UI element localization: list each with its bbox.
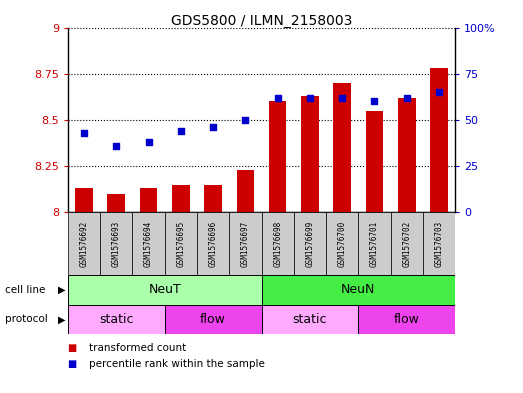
Point [305,95,314,101]
Bar [236,170,254,212]
Bar [229,212,262,275]
Text: flow: flow [394,313,419,326]
Bar [423,212,455,275]
Bar [172,184,190,212]
Text: ■: ■ [68,343,81,353]
Bar [269,101,287,212]
Point [241,117,249,123]
Text: static: static [99,313,133,326]
Text: GSM1576696: GSM1576696 [209,220,218,267]
Bar [68,305,165,334]
Bar [358,305,455,334]
Bar [68,275,262,305]
Text: GSM1576693: GSM1576693 [112,220,121,267]
Bar [165,212,197,275]
Bar [165,305,262,334]
Text: GDS5800 / ILMN_2158003: GDS5800 / ILMN_2158003 [171,14,352,28]
Point [209,124,218,130]
Text: GSM1576694: GSM1576694 [144,220,153,267]
Bar [132,212,165,275]
Bar [197,212,229,275]
Text: GSM1576703: GSM1576703 [435,220,444,267]
Text: GSM1576695: GSM1576695 [176,220,185,267]
Bar [326,212,358,275]
Bar [204,184,222,212]
Bar [333,83,351,212]
Text: protocol: protocol [5,314,48,324]
Text: ■: ■ [68,358,81,369]
Point [112,143,120,149]
Point [403,95,411,101]
Text: GSM1576699: GSM1576699 [305,220,314,267]
Text: transformed count: transformed count [89,343,186,353]
Text: GSM1576698: GSM1576698 [273,220,282,267]
Point [80,130,88,136]
Text: percentile rank within the sample: percentile rank within the sample [89,358,265,369]
Point [274,95,282,101]
Bar [108,194,125,212]
Bar [75,188,93,212]
Text: flow: flow [200,313,226,326]
Text: GSM1576701: GSM1576701 [370,220,379,267]
Text: GSM1576700: GSM1576700 [338,220,347,267]
Text: ▶: ▶ [58,314,65,324]
Text: GSM1576702: GSM1576702 [402,220,411,267]
Bar [430,68,448,212]
Text: cell line: cell line [5,285,46,295]
Text: NeuN: NeuN [341,283,376,296]
Bar [391,212,423,275]
Bar [262,212,294,275]
Bar [262,305,358,334]
Point [435,89,443,95]
Bar [294,212,326,275]
Bar [358,212,391,275]
Text: GSM1576692: GSM1576692 [79,220,88,267]
Bar [366,110,383,212]
Point [370,98,379,105]
Bar [100,212,132,275]
Text: GSM1576697: GSM1576697 [241,220,250,267]
Text: NeuT: NeuT [149,283,181,296]
Point [144,139,153,145]
Text: ▶: ▶ [58,285,65,295]
Bar [68,212,100,275]
Point [338,95,346,101]
Bar [301,96,319,212]
Bar [398,98,415,212]
Text: static: static [293,313,327,326]
Point [177,128,185,134]
Bar [140,188,157,212]
Bar [262,275,455,305]
